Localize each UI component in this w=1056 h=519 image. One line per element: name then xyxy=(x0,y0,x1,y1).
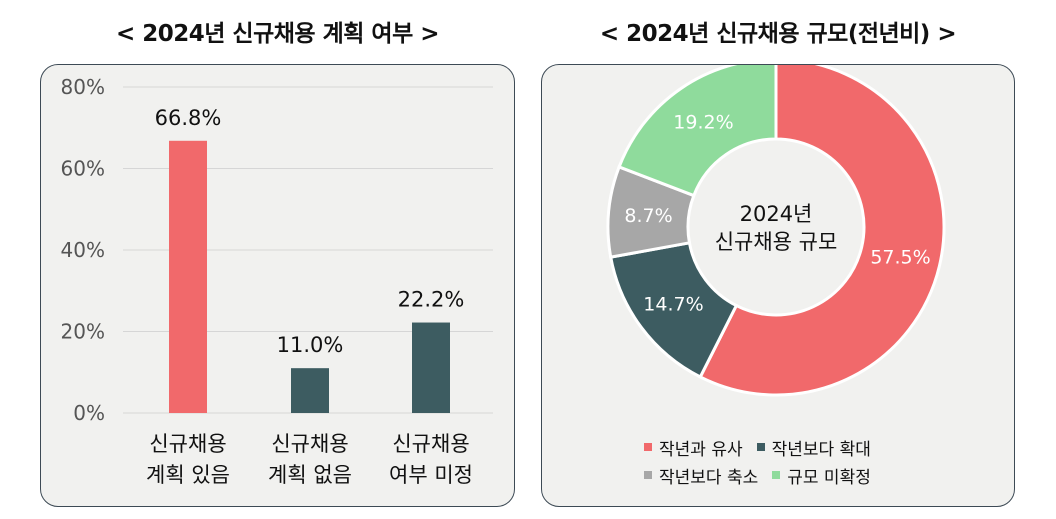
bar-value-label: 22.2% xyxy=(398,288,465,312)
legend-label: 작년보다 확대 xyxy=(771,439,871,460)
legend-item-reduce: 작년보다 축소 xyxy=(644,463,758,488)
slice-value-label: 57.5% xyxy=(870,247,930,269)
donut-slice xyxy=(617,65,778,198)
legend-label: 작년과 유사 xyxy=(659,439,743,460)
bar xyxy=(169,140,207,413)
x-category-label: 계획 있음 xyxy=(146,463,230,487)
legend-swatch xyxy=(644,443,652,451)
y-tick-label: 80% xyxy=(61,75,105,99)
legend-label: 작년보다 축소 xyxy=(659,467,759,488)
slice-value-label: 8.7% xyxy=(624,205,672,227)
donut-center-label: 2024년 xyxy=(740,202,813,226)
y-tick-label: 0% xyxy=(73,401,105,425)
slice-value-label: 19.2% xyxy=(673,112,733,134)
y-tick-label: 60% xyxy=(61,157,105,181)
donut-legend: 작년과 유사 작년보다 확대 작년보다 축소 규모 미확정 xyxy=(644,433,944,489)
legend-row-2: 작년보다 축소 규모 미확정 xyxy=(644,461,944,489)
legend-swatch xyxy=(772,471,781,479)
x-category-label: 신규채용 xyxy=(271,432,348,456)
legend-row-1: 작년과 유사 작년보다 확대 xyxy=(644,433,944,461)
x-category-label: 여부 미정 xyxy=(389,463,473,487)
bar xyxy=(412,322,450,413)
legend-item-similar: 작년과 유사 xyxy=(644,435,743,460)
x-category-label: 신규채용 xyxy=(392,432,469,456)
bar xyxy=(291,368,329,413)
x-category-label: 계획 없음 xyxy=(268,463,352,487)
legend-swatch xyxy=(756,443,765,451)
donut-chart-title: < 2024년 신규채용 규모(전년비) > xyxy=(599,21,957,47)
bar-value-label: 66.8% xyxy=(155,106,222,130)
slice-value-label: 14.7% xyxy=(643,294,703,316)
donut-slice xyxy=(698,65,946,397)
legend-label: 규모 미확정 xyxy=(787,467,871,488)
legend-swatch xyxy=(644,471,652,479)
legend-item-expand: 작년보다 확대 xyxy=(756,435,871,460)
y-tick-label: 20% xyxy=(61,320,105,344)
x-category-label: 신규채용 xyxy=(149,432,226,456)
donut-center-label: 신규채용 규모 xyxy=(715,230,838,254)
bar-chart-title: < 2024년 신규채용 계획 여부 > xyxy=(115,21,440,47)
y-tick-label: 40% xyxy=(61,238,105,262)
legend-item-undecided: 규모 미확정 xyxy=(772,463,871,488)
bar-value-label: 11.0% xyxy=(277,333,344,357)
